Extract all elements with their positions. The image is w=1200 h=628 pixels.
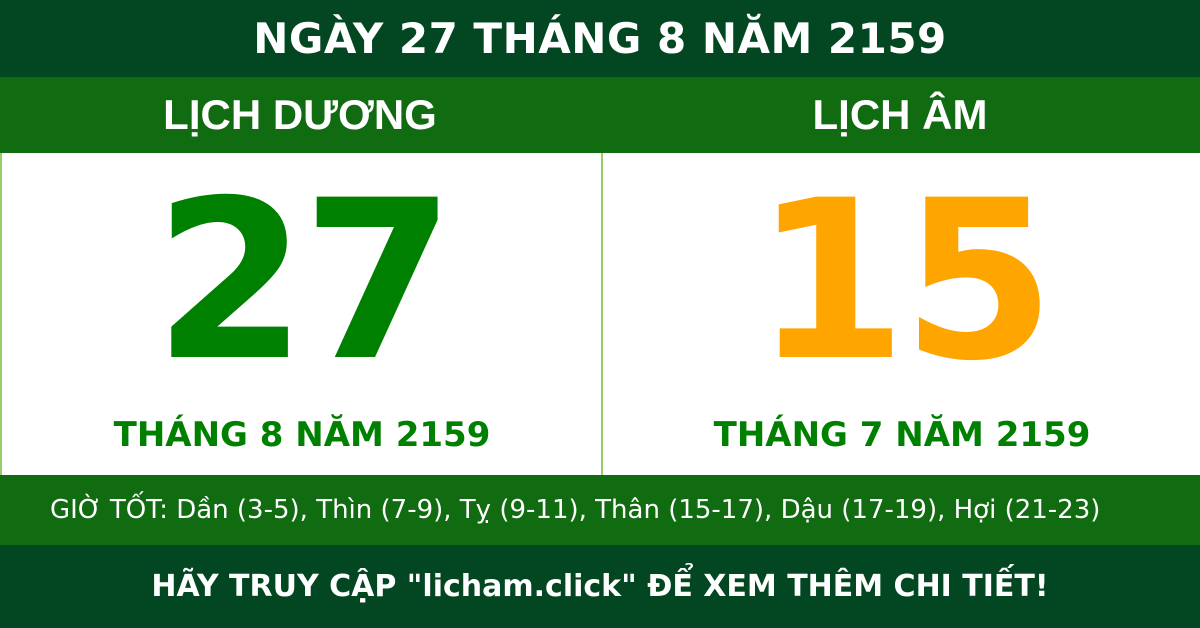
solar-day: 27 — [153, 153, 455, 409]
solar-column: 27 THÁNG 8 NĂM 2159 — [2, 153, 602, 475]
footer-call-to-action: HÃY TRUY CẬP "licham.click" ĐỂ XEM THÊM … — [0, 545, 1200, 628]
page-title: NGÀY 27 THÁNG 8 NĂM 2159 — [0, 0, 1200, 77]
solar-month-year: THÁNG 8 NĂM 2159 — [113, 415, 491, 455]
calendar-headings: LỊCH DƯƠNG LỊCH ÂM — [0, 77, 1200, 153]
good-hours: GIỜ TỐT: Dần (3-5), Thìn (7-9), Tỵ (9-11… — [0, 475, 1200, 545]
lunar-month-year: THÁNG 7 NĂM 2159 — [713, 415, 1091, 455]
lunar-day: 15 — [753, 153, 1055, 409]
date-panel: 27 THÁNG 8 NĂM 2159 15 THÁNG 7 NĂM 2159 — [0, 153, 1200, 475]
lunar-column: 15 THÁNG 7 NĂM 2159 — [602, 153, 1200, 475]
lunar-calendar-heading: LỊCH ÂM — [812, 91, 988, 138]
column-divider — [601, 153, 603, 475]
solar-calendar-heading: LỊCH DƯƠNG — [163, 91, 437, 138]
